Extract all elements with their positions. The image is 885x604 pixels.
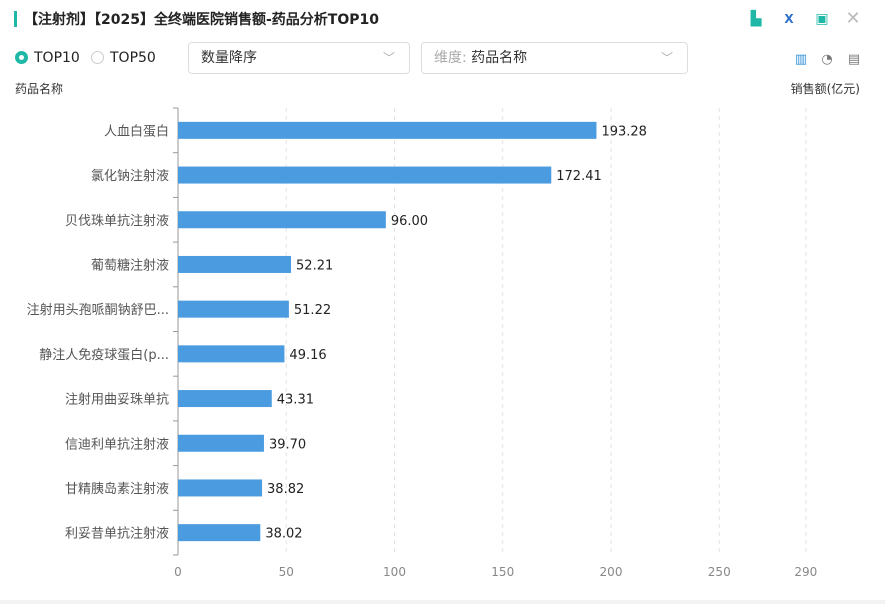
dimension-value: 药品名称 (471, 50, 528, 66)
category-label: 静注人免疫球蛋白(p... (39, 347, 169, 363)
x-tick-label: 250 (708, 565, 731, 579)
bar-value-label: 43.31 (277, 393, 314, 408)
bar-value-label: 49.16 (289, 348, 326, 363)
dimension-select[interactable]: 维度: 药品名称 ﹀ (421, 42, 688, 74)
x-tick-label: 290 (794, 565, 817, 579)
category-label: 利妥昔单抗注射液 (65, 526, 169, 542)
y-axis-title: 药品名称 (15, 82, 64, 96)
bar-value-label: 38.02 (265, 527, 302, 542)
bar-value-label: 39.70 (269, 437, 306, 452)
title-accent (14, 11, 17, 27)
radio-top50[interactable] (91, 51, 104, 64)
bar-value-label: 193.28 (601, 124, 647, 139)
page-title: 【注射剂】【2025】全终端医院销售额-药品分析TOP10 (24, 12, 379, 28)
x-tick-label: 50 (279, 565, 294, 579)
category-label: 信迪利单抗注射液 (65, 436, 169, 452)
category-label: 氯化钠注射液 (91, 168, 169, 184)
file-search-icon[interactable]: ▙ (750, 11, 762, 27)
category-label: 葡萄糖注射液 (91, 257, 169, 273)
bar (178, 345, 285, 363)
category-label: 注射用曲妥珠单抗 (65, 392, 169, 408)
bar-value-label: 38.82 (267, 482, 304, 497)
bar (178, 255, 292, 273)
bar (178, 434, 264, 452)
chevron-down-icon: ﹀ (660, 51, 673, 65)
radio-top50-label[interactable]: TOP50 (110, 50, 156, 66)
bottom-divider (0, 600, 885, 604)
bar-value-label: 51.22 (294, 303, 331, 318)
bar-chart-icon[interactable]: ▥ (794, 52, 808, 67)
x-tick-label: 100 (383, 565, 406, 579)
bar (178, 300, 289, 318)
bar-value-label: 96.00 (391, 214, 428, 229)
sort-value: 数量降序 (201, 50, 257, 66)
category-label: 甘精胰岛素注射液 (65, 481, 169, 497)
chevron-down-icon: ﹀ (382, 51, 395, 65)
bar (178, 211, 386, 229)
bar (178, 121, 597, 139)
category-label: 贝伐珠单抗注射液 (65, 213, 169, 229)
x-tick-label: 200 (600, 565, 623, 579)
x-tick-label: 150 (491, 565, 514, 579)
close-icon[interactable]: ✕ (845, 8, 861, 29)
dimension-label: 维度: (434, 50, 467, 66)
x-tick-label: 0 (174, 565, 182, 579)
radio-top10-label[interactable]: TOP10 (34, 50, 80, 66)
excel-icon[interactable]: X (784, 12, 794, 26)
category-label: 人血白蛋白 (104, 123, 169, 139)
document-icon[interactable]: ▤ (847, 52, 861, 67)
sort-select[interactable]: 数量降序 ﹀ (188, 42, 410, 74)
bar-value-label: 52.21 (296, 258, 333, 273)
bar (178, 166, 552, 184)
bar (178, 390, 272, 408)
pie-chart-icon[interactable]: ◔ (821, 52, 833, 67)
bar-value-label: 172.41 (556, 169, 602, 184)
x-axis-title: 销售额(亿元) (790, 82, 860, 96)
image-icon[interactable]: ▣ (815, 11, 829, 27)
bar (178, 524, 261, 542)
category-label: 注射用头孢哌酮钠舒巴... (27, 302, 169, 318)
radio-top10[interactable] (15, 51, 28, 64)
bar (178, 479, 263, 497)
